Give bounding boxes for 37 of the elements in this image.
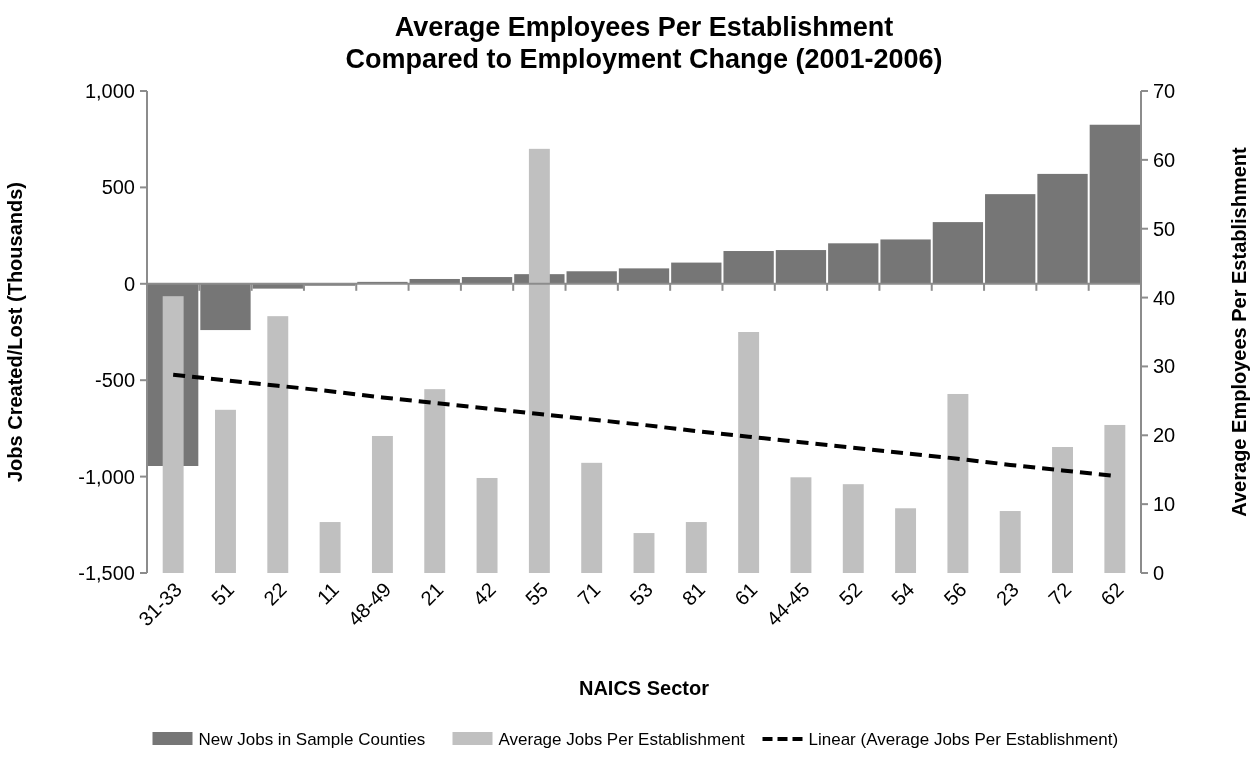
x-tick-label: 11 — [312, 578, 343, 609]
x-tick-label: 81 — [677, 578, 710, 610]
x-tick-label: 52 — [834, 578, 867, 610]
x-tick-label: 55 — [520, 578, 553, 610]
y2-tick-label: 0 — [1153, 562, 1165, 584]
x-tick-label: 22 — [259, 578, 291, 610]
y2-tick-label: 40 — [1153, 286, 1176, 309]
y-tick-label: -500 — [94, 369, 135, 392]
legend-label: Linear (Average Jobs Per Establishment) — [808, 730, 1119, 749]
x-tick-label: 72 — [1044, 578, 1076, 610]
y2-axis-title: Average Employees Per Establishment — [1228, 146, 1250, 517]
y-tick-label: -1,500 — [78, 562, 135, 584]
y2-tick-label: 60 — [1153, 148, 1176, 171]
x-tick-label: 42 — [468, 578, 500, 610]
y2-tick-label: 50 — [1153, 217, 1176, 240]
y-tick-label: 1,000 — [84, 80, 135, 102]
y2-tick-label: 10 — [1153, 493, 1176, 516]
x-tick-label: 56 — [939, 578, 971, 610]
chart-title: Average Employees Per Establishment Compared to Employment Change (2001-2006) — [345, 12, 943, 74]
y2-tick-label: 30 — [1153, 355, 1176, 378]
x-tick-label: 54 — [887, 578, 919, 610]
y-tick-label: -1,000 — [78, 465, 135, 488]
x-tick-label: 21 — [416, 578, 448, 610]
x-tick-label: 53 — [625, 578, 657, 610]
y2-tick-label: 20 — [1153, 424, 1176, 447]
legend-label: New Jobs in Sample Counties — [198, 730, 426, 749]
y2-tick-label: 70 — [1153, 80, 1176, 102]
x-tick-label: 71 — [573, 578, 605, 610]
legend-label: Average Jobs Per Establishment — [498, 730, 746, 749]
y-tick-label: 0 — [123, 272, 135, 295]
y-axis-title: Jobs Created/Lost (Thousands) — [4, 181, 26, 483]
x-axis-title: NAICS Sector — [578, 677, 710, 699]
x-tick-label: 62 — [1096, 578, 1128, 610]
x-tick-label: 23 — [991, 578, 1024, 610]
x-tick-label: 61 — [730, 578, 762, 610]
x-tick-label: 51 — [207, 578, 239, 610]
y-tick-label: 500 — [101, 176, 135, 199]
